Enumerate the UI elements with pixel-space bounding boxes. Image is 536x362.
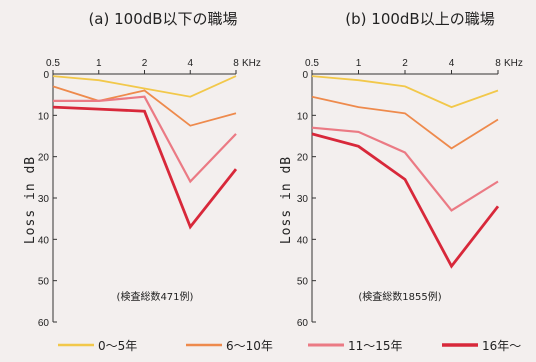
x-tick-label: 1 [96, 58, 102, 69]
series-line [311, 126, 499, 212]
chart-panel-a: (a) 100dB以下の職場 0.5 1 2 4 8 KHz 0 10 20 30 40 50 60 L… [23, 10, 261, 329]
legend-label: 16年～ [482, 339, 521, 353]
x-tick-label: 2 [142, 58, 148, 69]
series-line [52, 105, 238, 230]
legend-label: 11～15年 [348, 339, 403, 353]
legend-label: 6～10年 [226, 339, 273, 353]
y-tick-label: 10 [38, 111, 50, 122]
x-unit-label: KHz [242, 58, 261, 69]
legend-label: 0～5年 [98, 339, 137, 353]
series-line [311, 75, 499, 109]
x-tick-label: 8 [233, 58, 239, 69]
x-tick-label: 2 [402, 58, 408, 69]
chart-title-a: (a) 100dB以下の職場 [88, 10, 237, 28]
y-tick-label: 30 [38, 194, 50, 205]
series-lines-a [52, 75, 238, 230]
y-tick-label: 0 [43, 70, 49, 81]
chart-title-b: (b) 100dB以上の職場 [345, 10, 494, 28]
x-tick-label: 0.5 [46, 58, 60, 69]
series-line [52, 85, 237, 127]
y-axis-label-b: Loss in dB [279, 156, 294, 244]
y-axis-label-a: Loss in dB [23, 156, 38, 244]
series-line [311, 132, 500, 269]
sample-count-note-a: (検査総数471例) [117, 290, 194, 303]
sample-count-note-b: (検査総数1855例) [358, 290, 441, 303]
y-tick-label: 60 [38, 318, 50, 329]
legend-item: 11～15年 [308, 339, 403, 353]
y-tick-label: 40 [38, 235, 50, 246]
x-tick-label: 4 [449, 58, 455, 69]
x-tick-label: 8 [495, 58, 501, 69]
series-line [53, 95, 237, 184]
legend-item: 0～5年 [58, 339, 137, 353]
axes-a: 0.5 1 2 4 8 KHz 0 10 20 30 40 50 60 [38, 58, 261, 329]
x-tick-label: 1 [356, 58, 362, 69]
axes-b: 0.5 1 2 4 8 KHz 0 10 20 30 40 50 60 [297, 58, 523, 329]
series-lines-b [311, 75, 500, 269]
x-unit-label: KHz [504, 58, 523, 69]
y-tick-label: 60 [297, 318, 309, 329]
series-line [311, 95, 499, 150]
legend-item: 6～10年 [186, 339, 273, 353]
legend: 0～5年 6～10年 11～15年 16年～ [58, 339, 521, 353]
x-tick-label: 4 [187, 58, 193, 69]
chart-panel-b: (b) 100dB以上の職場 0.5 1 2 4 8 KHz 0 10 20 30 40 50 60 L… [279, 10, 523, 329]
series-line [52, 75, 237, 98]
y-tick-label: 20 [38, 153, 50, 164]
legend-item: 16年～ [442, 339, 521, 353]
y-tick-label: 0 [302, 70, 308, 81]
y-tick-label: 10 [297, 111, 309, 122]
y-tick-label: 40 [297, 235, 309, 246]
y-tick-label: 50 [297, 277, 309, 288]
x-tick-label: 0.5 [305, 58, 319, 69]
y-tick-label: 20 [297, 153, 309, 164]
y-tick-label: 30 [297, 194, 309, 205]
y-tick-label: 50 [38, 277, 50, 288]
